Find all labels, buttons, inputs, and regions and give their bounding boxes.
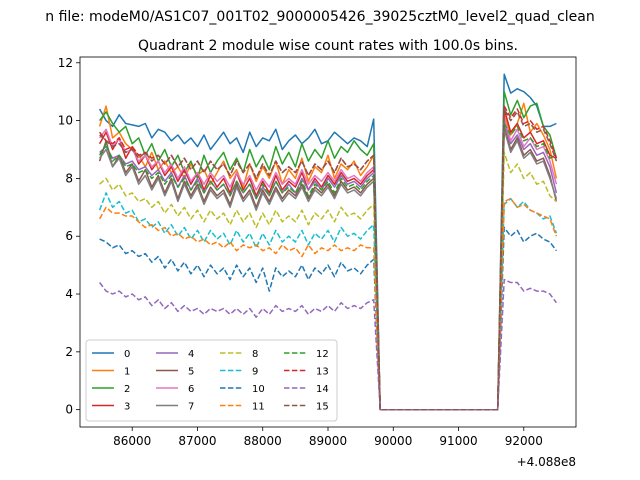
y-tick-label: 2 <box>65 345 73 359</box>
series-line-15 <box>99 108 558 411</box>
x-tick-label: 91000 <box>439 434 477 448</box>
y-tick-label: 12 <box>58 56 73 70</box>
x-tick-label: 92000 <box>505 434 543 448</box>
y-tick-label: 8 <box>65 171 73 185</box>
x-tick-label: 90000 <box>374 434 412 448</box>
legend-label-13: 13 <box>316 367 329 378</box>
legend-label-9: 9 <box>252 367 258 378</box>
axes-layer: 86000 87000 88000 89000 90000 91000 92000 0 2 4 6 8… <box>58 56 543 448</box>
y-tick-label: 4 <box>65 287 73 301</box>
series-line-14 <box>99 278 558 411</box>
legend-label-2: 2 <box>124 384 130 395</box>
legend-label-6: 6 <box>188 384 194 395</box>
legend-label-5: 5 <box>188 367 194 378</box>
x-tick-label: 88000 <box>244 434 282 448</box>
x-tick-label: 87000 <box>178 434 216 448</box>
legend-label-7: 7 <box>188 402 194 413</box>
legend-label-8: 8 <box>252 349 258 360</box>
series-line-8 <box>99 151 557 411</box>
legend-label-0: 0 <box>124 349 130 360</box>
legend-label-1: 1 <box>124 367 130 378</box>
legend-label-12: 12 <box>316 349 329 360</box>
series-layer <box>98 73 558 411</box>
legend-label-10: 10 <box>252 384 265 395</box>
figure-suptitle: n file: modeM0/AS1C07_001T02_9000005426_… <box>45 9 594 25</box>
plot-frame <box>79 56 577 428</box>
legend-label-14: 14 <box>316 384 329 395</box>
x-tick-label: 89000 <box>309 434 347 448</box>
series-line-9 <box>98 192 558 411</box>
legend-label-3: 3 <box>124 402 130 413</box>
legend-label-4: 4 <box>188 349 194 360</box>
legend-label-15: 15 <box>316 402 329 413</box>
legend-label-11: 11 <box>252 402 265 413</box>
y-tick-label: 0 <box>65 403 73 417</box>
y-tick-label: 10 <box>58 114 73 128</box>
chart-title: Quadrant 2 module wise count rates with … <box>138 38 518 54</box>
x-offset-label: +4.088e8 <box>517 455 576 469</box>
x-tick-label: 86000 <box>113 434 151 448</box>
y-tick-label: 6 <box>65 229 73 243</box>
legend-box <box>85 339 338 422</box>
